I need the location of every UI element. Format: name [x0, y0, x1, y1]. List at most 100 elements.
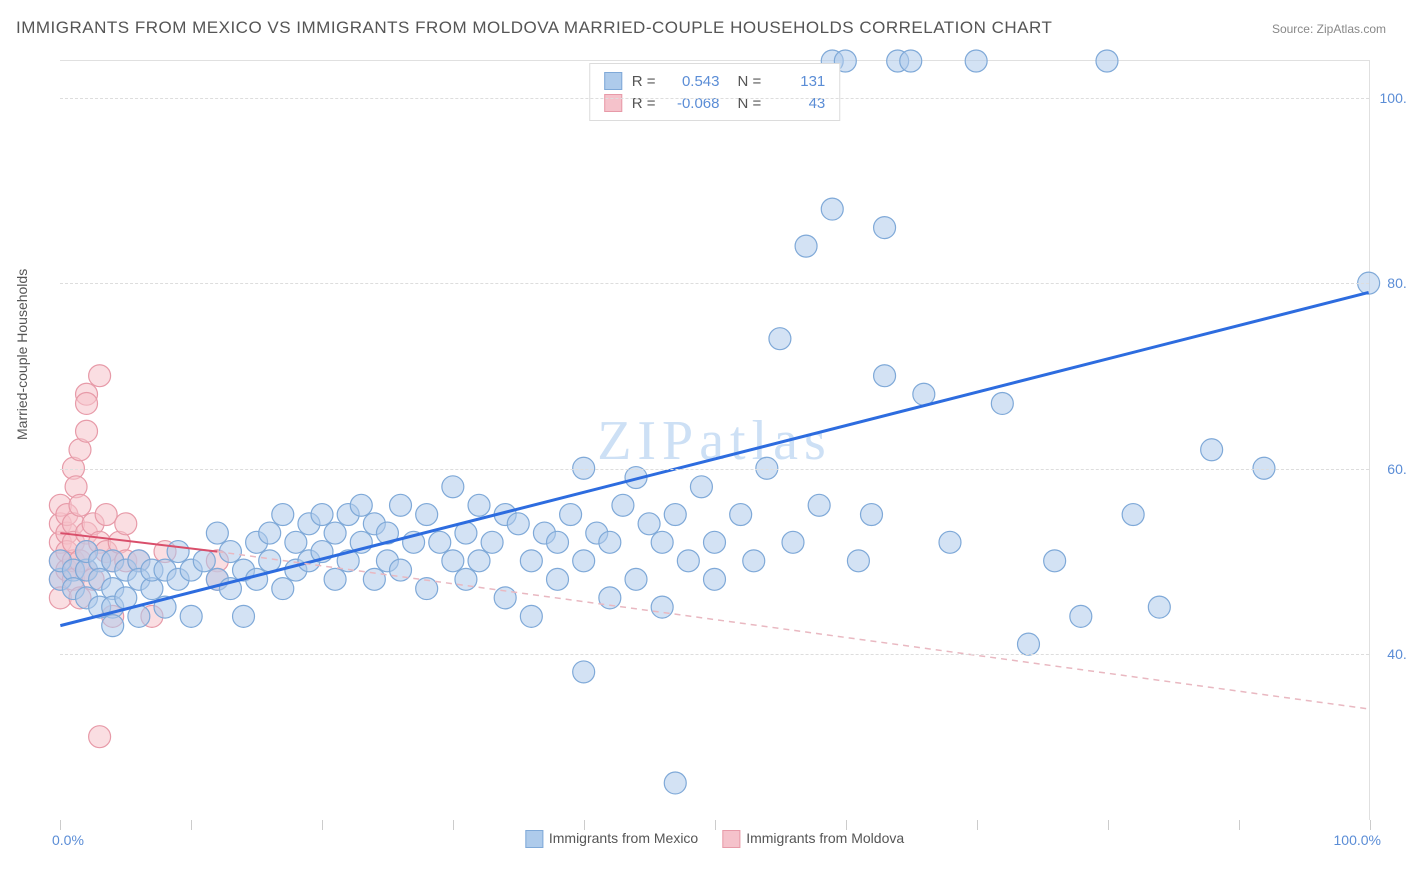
y-tick-label: 60.0%	[1377, 461, 1406, 477]
data-point	[442, 476, 464, 498]
x-tick	[191, 820, 192, 830]
x-axis-label-max: 100.0%	[1334, 832, 1381, 848]
data-point	[965, 50, 987, 72]
data-point	[455, 568, 477, 590]
data-point	[324, 522, 346, 544]
y-tick-label: 40.0%	[1377, 646, 1406, 662]
stats-n-label: N =	[738, 95, 762, 112]
data-point	[272, 578, 294, 600]
data-point	[1044, 550, 1066, 572]
data-point	[547, 568, 569, 590]
x-tick	[715, 820, 716, 830]
x-tick	[60, 820, 61, 830]
stats-n-value: 43	[771, 95, 825, 112]
data-point	[76, 420, 98, 442]
data-point	[651, 596, 673, 618]
gridline-horizontal	[60, 469, 1369, 470]
data-point	[429, 531, 451, 553]
data-point	[76, 392, 98, 414]
data-point	[520, 550, 542, 572]
stats-r-value: 0.543	[666, 73, 720, 90]
data-point	[664, 772, 686, 794]
y-tick-label: 80.0%	[1377, 275, 1406, 291]
data-point	[730, 504, 752, 526]
data-point	[704, 568, 726, 590]
data-point	[900, 50, 922, 72]
stats-legend-box: R = 0.543 N = 131 R = -0.068 N = 43	[589, 63, 841, 121]
data-point	[468, 494, 490, 516]
x-tick	[846, 820, 847, 830]
x-tick	[1370, 820, 1371, 830]
legend-swatch	[722, 830, 740, 848]
gridline-horizontal	[60, 283, 1369, 284]
legend-swatch	[604, 72, 622, 90]
x-axis-label-min: 0.0%	[52, 832, 84, 848]
data-point	[520, 605, 542, 627]
data-point	[677, 550, 699, 572]
legend-swatch	[604, 94, 622, 112]
data-point	[481, 531, 503, 553]
data-point	[89, 726, 111, 748]
x-tick	[584, 820, 585, 830]
data-point	[390, 494, 412, 516]
data-point	[442, 550, 464, 572]
data-point	[769, 328, 791, 350]
data-point	[573, 661, 595, 683]
data-point	[1096, 50, 1118, 72]
data-point	[651, 531, 673, 553]
data-point	[664, 504, 686, 526]
data-point	[350, 494, 372, 516]
stats-n-value: 131	[771, 73, 825, 90]
data-point	[991, 392, 1013, 414]
legend-item: Immigrants from Mexico	[525, 830, 698, 848]
data-point	[233, 605, 255, 627]
data-point	[95, 504, 117, 526]
data-point	[69, 494, 91, 516]
stats-r-label: R =	[632, 95, 656, 112]
data-point	[913, 383, 935, 405]
stats-row: R = 0.543 N = 131	[604, 70, 826, 92]
data-point	[89, 365, 111, 387]
data-point	[180, 605, 202, 627]
legend-item: Immigrants from Moldova	[722, 830, 904, 848]
x-tick	[1239, 820, 1240, 830]
data-point	[193, 550, 215, 572]
data-point	[102, 615, 124, 637]
data-point	[795, 235, 817, 257]
data-point	[1148, 596, 1170, 618]
chart-title: IMMIGRANTS FROM MEXICO VS IMMIGRANTS FRO…	[16, 18, 1052, 38]
data-point	[612, 494, 634, 516]
data-point	[1201, 439, 1223, 461]
data-point	[1018, 633, 1040, 655]
data-point	[1122, 504, 1144, 526]
gridline-horizontal	[60, 98, 1369, 99]
y-axis-label: Married-couple Households	[14, 269, 30, 440]
data-point	[547, 531, 569, 553]
data-point	[821, 198, 843, 220]
data-point	[560, 504, 582, 526]
stats-r-value: -0.068	[666, 95, 720, 112]
x-tick	[453, 820, 454, 830]
data-point	[874, 365, 896, 387]
x-tick	[1108, 820, 1109, 830]
data-point	[363, 568, 385, 590]
data-point	[246, 568, 268, 590]
data-point	[115, 513, 137, 535]
data-point	[416, 504, 438, 526]
legend-swatch	[525, 830, 543, 848]
gridline-horizontal	[60, 654, 1369, 655]
data-point	[847, 550, 869, 572]
legend-label: Immigrants from Mexico	[549, 830, 698, 846]
data-point	[324, 568, 346, 590]
data-point	[573, 550, 595, 572]
x-tick	[977, 820, 978, 830]
stats-n-label: N =	[738, 73, 762, 90]
stats-r-label: R =	[632, 73, 656, 90]
data-point	[782, 531, 804, 553]
data-point	[206, 522, 228, 544]
x-tick	[322, 820, 323, 830]
source-label: Source: ZipAtlas.com	[1272, 22, 1386, 36]
data-point	[272, 504, 294, 526]
bottom-legend: Immigrants from Mexico Immigrants from Mo…	[525, 830, 904, 848]
data-point	[599, 531, 621, 553]
